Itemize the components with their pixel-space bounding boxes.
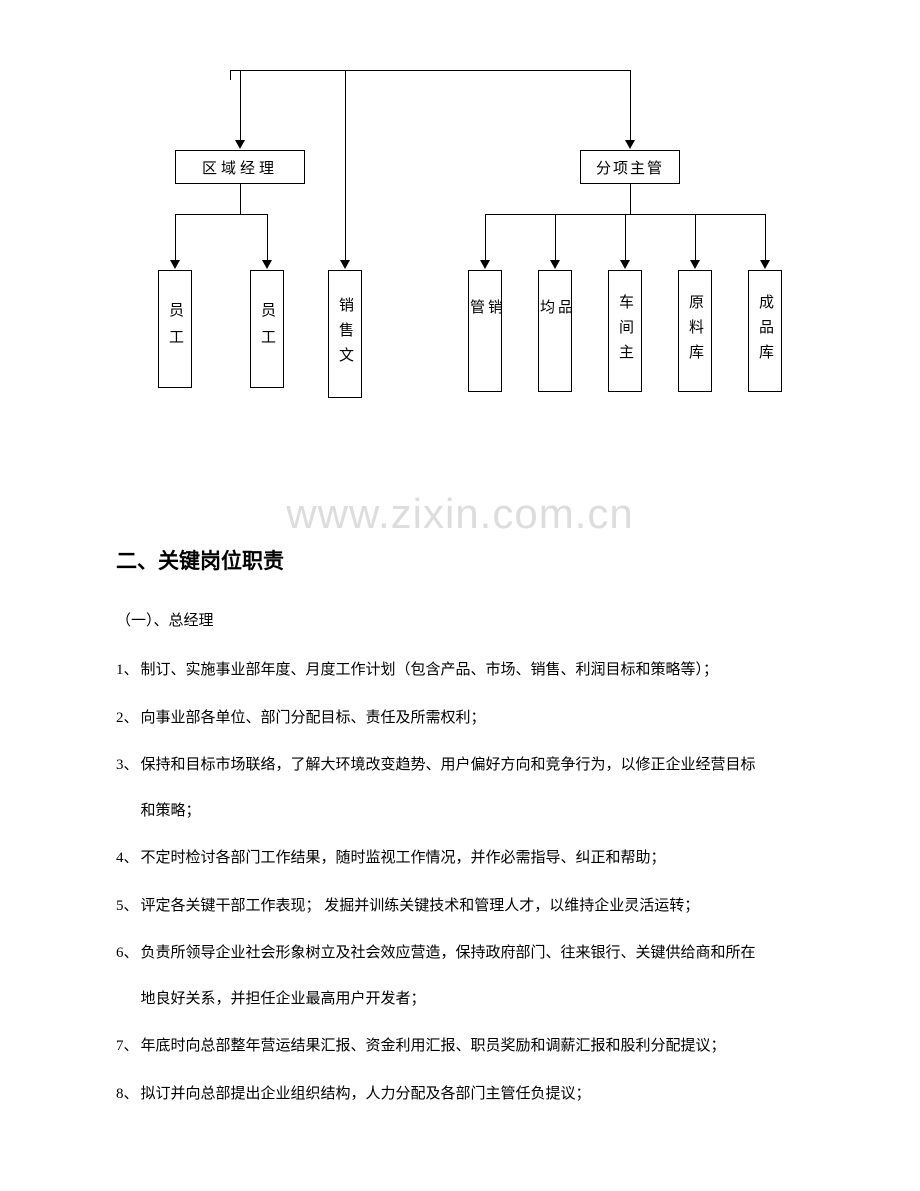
item-text: 不定时检讨各部门工作结果，随时监视工作情况，并作必需指导、纠正和帮助； — [141, 846, 804, 872]
list-item: 2、 向事业部各单位、部门分配目标、责任及所需权利； — [116, 706, 804, 732]
item-number: 2、 — [116, 706, 141, 732]
list-item: 1、 制订、实施事业部年度、月度工作计划（包含产品、市场、销售、利润目标和策略等… — [116, 658, 804, 684]
node-regional-manager: 区域经理 — [175, 150, 305, 184]
node-raw-warehouse: 原料库 — [678, 270, 712, 392]
node-sales-doc: 销售文 — [328, 270, 362, 398]
item-number: 4、 — [116, 846, 141, 872]
item-text: 年底时向总部整年营运结果汇报、资金利用汇报、职员奖励和调薪汇报和股利分配提议； — [141, 1034, 804, 1060]
list-item: 8、 拟订并向总部提出企业组织结构，人力分配及各部门主管任负提议； — [116, 1082, 804, 1108]
item-text: 制订、实施事业部年度、月度工作计划（包含产品、市场、销售、利润目标和策略等）； — [141, 658, 804, 684]
node-employee-2: 员工 — [250, 270, 284, 388]
document-content: 二、关键岗位职责 （一）、总经理 1、 制订、实施事业部年度、月度工作计划（包含… — [116, 545, 804, 1129]
list-item: 4、 不定时检讨各部门工作结果，随时监视工作情况，并作必需指导、纠正和帮助； — [116, 846, 804, 872]
list-item: 7、 年底时向总部整年营运结果汇报、资金利用汇报、职员奖励和调薪汇报和股利分配提… — [116, 1034, 804, 1060]
item-number: 5、 — [116, 894, 141, 920]
item-line1: 负责所领导企业社会形象树立及社会效应营造，保持政府部门、往来银行、关键供给商和所… — [141, 945, 756, 961]
watermark-text: www.zixin.com.cn — [0, 490, 920, 538]
item-number: 8、 — [116, 1082, 141, 1108]
item-number: 6、 — [116, 941, 141, 1012]
sub-heading: （一）、总经理 — [116, 609, 804, 630]
item-line2: 和策略； — [141, 799, 804, 825]
item-line1: 保持和目标市场联络，了解大环境改变趋势、用户偏好方向和竞争行为，以修正企业经营目… — [141, 757, 756, 773]
node-sales-mgmt: 销管 — [468, 270, 502, 392]
item-text: 评定各关键干部工作表现； 发掘并训练关键技术和管理人才，以维持企业灵活运转； — [141, 894, 804, 920]
node-employee-1: 员工 — [158, 270, 192, 388]
node-sub-supervisor: 分项主管 — [580, 150, 680, 184]
item-number: 7、 — [116, 1034, 141, 1060]
list-item: 3、 保持和目标市场联络，了解大环境改变趋势、用户偏好方向和竞争行为，以修正企业… — [116, 753, 804, 824]
item-text: 保持和目标市场联络，了解大环境改变趋势、用户偏好方向和竞争行为，以修正企业经营目… — [141, 753, 804, 824]
list-item: 5、 评定各关键干部工作表现； 发掘并训练关键技术和管理人才，以维持企业灵活运转… — [116, 894, 804, 920]
section-heading: 二、关键岗位职责 — [116, 545, 804, 575]
node-quality: 品均 — [538, 270, 572, 392]
item-line2: 地良好关系，并担任企业最高用户开发者； — [141, 987, 804, 1013]
item-text: 向事业部各单位、部门分配目标、责任及所需权利； — [141, 706, 804, 732]
node-workshop: 车间主 — [608, 270, 642, 392]
org-chart-diagram: 区域经理 分项主管 员工 员工 销售文 销管 品均 车间主 原料库 成品库 — [110, 70, 810, 400]
item-number: 1、 — [116, 658, 141, 684]
item-number: 3、 — [116, 753, 141, 824]
item-text: 拟订并向总部提出企业组织结构，人力分配及各部门主管任负提议； — [141, 1082, 804, 1108]
item-text: 负责所领导企业社会形象树立及社会效应营造，保持政府部门、往来银行、关键供给商和所… — [141, 941, 804, 1012]
node-finished-warehouse: 成品库 — [748, 270, 782, 392]
list-item: 6、 负责所领导企业社会形象树立及社会效应营造，保持政府部门、往来银行、关键供给… — [116, 941, 804, 1012]
